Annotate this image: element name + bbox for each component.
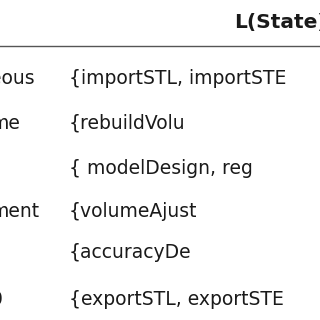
Text: L(State): L(State) <box>234 13 320 32</box>
Text: 0: 0 <box>0 290 2 309</box>
Text: { modelDesign, reg: { modelDesign, reg <box>69 158 253 178</box>
Text: ment: ment <box>0 202 40 221</box>
Text: me: me <box>0 114 20 133</box>
Text: {volumeAjust: {volumeAjust <box>69 202 197 221</box>
Text: {accuracyDe: {accuracyDe <box>69 243 191 262</box>
Text: eous: eous <box>0 69 35 88</box>
Text: {exportSTL, exportSTE: {exportSTL, exportSTE <box>69 290 284 309</box>
Text: {importSTL, importSTE: {importSTL, importSTE <box>69 69 286 88</box>
Text: {rebuildVolu: {rebuildVolu <box>69 114 185 133</box>
